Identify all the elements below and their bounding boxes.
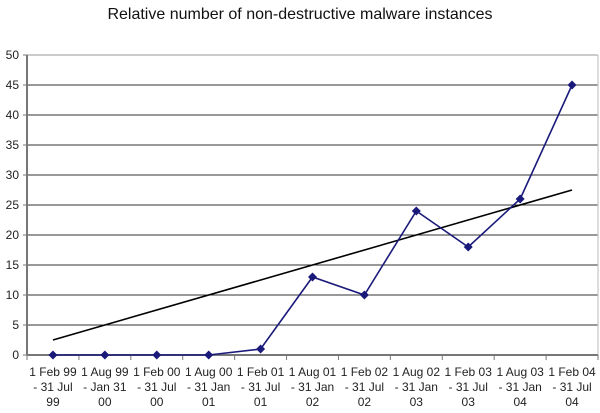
- chart-title: Relative number of non-destructive malwa…: [107, 6, 493, 23]
- diamond-marker: [100, 350, 110, 360]
- diamond-marker: [463, 242, 473, 252]
- y-tick-label: 5: [12, 318, 19, 332]
- diamond-marker: [359, 290, 369, 300]
- x-tick-label: 1 Aug 00- 31 Jan 01: [185, 365, 233, 409]
- y-tick-label: 25: [6, 198, 20, 212]
- x-axis-labels: 1 Feb 99- 31 Jul 991 Aug 99- Jan 31 001 Fe…: [29, 365, 596, 409]
- x-tick-label: 1 Feb 99- 31 Jul 99: [29, 365, 77, 409]
- gridlines: [27, 54, 598, 326]
- x-tick-label: 1 Aug 02- 31 Jan 03: [393, 365, 441, 409]
- diamond-marker: [308, 272, 317, 282]
- y-tick-label: 35: [6, 138, 20, 152]
- x-tick-label: 1 Aug 03- 31 Jan 04: [496, 365, 544, 409]
- diamond-marker: [152, 350, 162, 360]
- x-tick-label: 1 Feb 02- 31 Jul 02: [341, 365, 389, 409]
- axes: [23, 54, 599, 360]
- y-tick-label: 40: [6, 108, 20, 122]
- y-tick-label: 0: [12, 348, 19, 362]
- diamond-marker: [204, 350, 214, 360]
- y-tick-label: 30: [6, 168, 20, 182]
- series-line: [52, 84, 573, 356]
- x-tick-label: 1 Feb 04- 31 Jul 04: [548, 365, 596, 409]
- data-series: [48, 80, 577, 360]
- x-tick-label: 1 Aug 01- 31 Jan 02: [289, 365, 337, 409]
- y-tick-label: 50: [6, 48, 20, 62]
- trend-line: [52, 189, 573, 341]
- diamond-marker: [48, 350, 58, 360]
- diamond-marker: [256, 344, 266, 354]
- y-axis-ticks: 0 5 10 15 20 25 30 35 40 45 50: [6, 48, 20, 362]
- x-tick-label: 1 Feb 03- 31 Jul 03: [445, 365, 493, 409]
- y-tick-label: 45: [6, 78, 20, 92]
- diamond-marker: [515, 194, 525, 204]
- x-tick-label: 1 Feb 01- 31 Jul 01: [237, 365, 285, 409]
- x-tick-label: 1 Feb 00- 31 Jul 00: [133, 365, 181, 409]
- y-tick-label: 10: [6, 288, 20, 302]
- diamond-marker: [411, 206, 421, 216]
- trend-line-path: [52, 189, 573, 341]
- x-tick-label: 1 Aug 99- Jan 31 00: [81, 365, 129, 409]
- y-tick-label: 20: [6, 228, 20, 242]
- y-tick-label: 15: [6, 258, 20, 272]
- diamond-marker: [567, 80, 577, 90]
